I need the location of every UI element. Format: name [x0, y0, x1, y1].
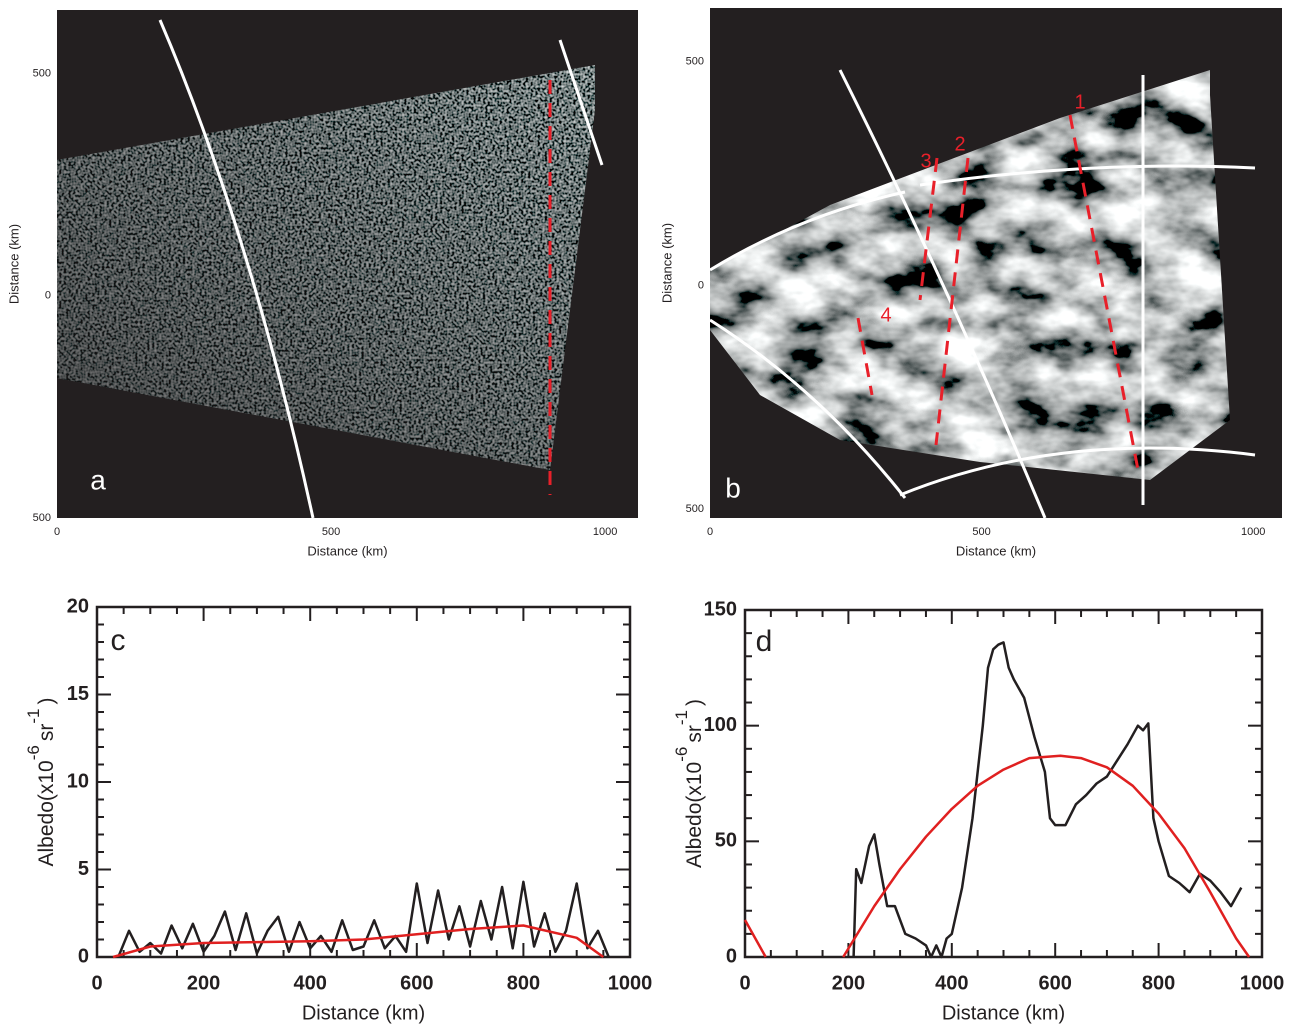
x-axis-label: Distance (km) — [302, 1002, 425, 1024]
plot-frame — [743, 608, 1264, 959]
annotation: 4 — [880, 304, 891, 326]
data-line — [117, 880, 610, 958]
y-axis-label: Albedo(x10-6 sr-1) — [24, 698, 57, 867]
data-line — [852, 641, 1243, 959]
x-tick-label: 200 — [832, 972, 865, 994]
y-axis-label: Albedo(x10-6 sr-1) — [672, 699, 705, 868]
data-line — [112, 924, 605, 959]
y-axis-label-part: ) — [683, 699, 706, 706]
data-line — [743, 754, 1251, 958]
y-axis-label-part: -6 — [672, 747, 691, 762]
x-tick-label: 1000 — [1241, 526, 1265, 538]
x-tick-label: 400 — [935, 972, 968, 994]
x-tick-label: 400 — [294, 972, 327, 994]
y-axis-label-part: ) — [35, 698, 58, 705]
y-axis-label-part: -6 — [24, 745, 43, 760]
y-tick-label: 50 — [715, 830, 737, 852]
y-tick-label: 10 — [67, 770, 89, 792]
x-tick-label: 500 — [972, 526, 990, 538]
y-axis-label-part: sr — [683, 725, 706, 743]
annotation: 1 — [1074, 91, 1085, 113]
x-axis-label: Distance (km) — [956, 543, 1036, 558]
y-axis-label-part: -1 — [672, 710, 691, 725]
y-axis-label: Distance (km) — [6, 224, 21, 304]
y-tick-label: 0 — [698, 279, 704, 291]
x-tick-label: 200 — [187, 972, 220, 994]
y-tick-label: 500 — [33, 67, 51, 79]
y-tick-label: 500 — [686, 56, 704, 68]
x-tick-label: 0 — [739, 972, 750, 994]
x-axis-label: Distance (km) — [307, 543, 387, 558]
panel-label: c — [111, 624, 126, 657]
x-tick-label: 600 — [1039, 972, 1072, 994]
y-axis-label: Distance (km) — [659, 223, 674, 303]
y-axis-label-part: sr — [35, 724, 58, 742]
y-tick-label: 500 — [686, 503, 704, 515]
y-tick-label: 5 — [78, 858, 89, 880]
panel-label: a — [90, 464, 106, 495]
y-tick-label: 0 — [726, 945, 737, 967]
y-axis-label-part: -1 — [24, 709, 43, 724]
y-tick-label: 150 — [704, 598, 737, 620]
annotation: 3 — [920, 150, 931, 172]
y-tick-label: 0 — [45, 290, 51, 302]
x-tick-label: 800 — [507, 972, 540, 994]
y-tick-label: 100 — [704, 714, 737, 736]
x-tick-label: 1000 — [593, 526, 617, 538]
image-b: 1 2 3 4 — [709, 8, 1282, 519]
x-tick-label: 800 — [1142, 972, 1175, 994]
y-tick-label: 0 — [78, 945, 89, 967]
panel-label: b — [725, 472, 741, 503]
plot-frame — [95, 605, 632, 959]
x-tick-label: 0 — [54, 526, 60, 538]
x-axis-label: Distance (km) — [942, 1002, 1065, 1024]
y-axis-label-part: Albedo(x10 — [35, 760, 58, 866]
x-tick-label: 500 — [322, 526, 340, 538]
y-axis-label-part: Albedo(x10 — [683, 762, 706, 868]
image-a — [57, 10, 638, 519]
x-tick-label: 0 — [91, 972, 102, 994]
x-tick-label: 1000 — [608, 972, 653, 994]
y-tick-label: 20 — [67, 595, 89, 617]
x-tick-label: 1000 — [1240, 972, 1285, 994]
y-tick-label: 500 — [33, 512, 51, 524]
x-tick-label: 0 — [707, 526, 713, 538]
panel-label: d — [756, 625, 773, 658]
x-tick-label: 600 — [400, 972, 433, 994]
y-tick-label: 15 — [67, 683, 89, 705]
annotation: 2 — [954, 133, 965, 155]
